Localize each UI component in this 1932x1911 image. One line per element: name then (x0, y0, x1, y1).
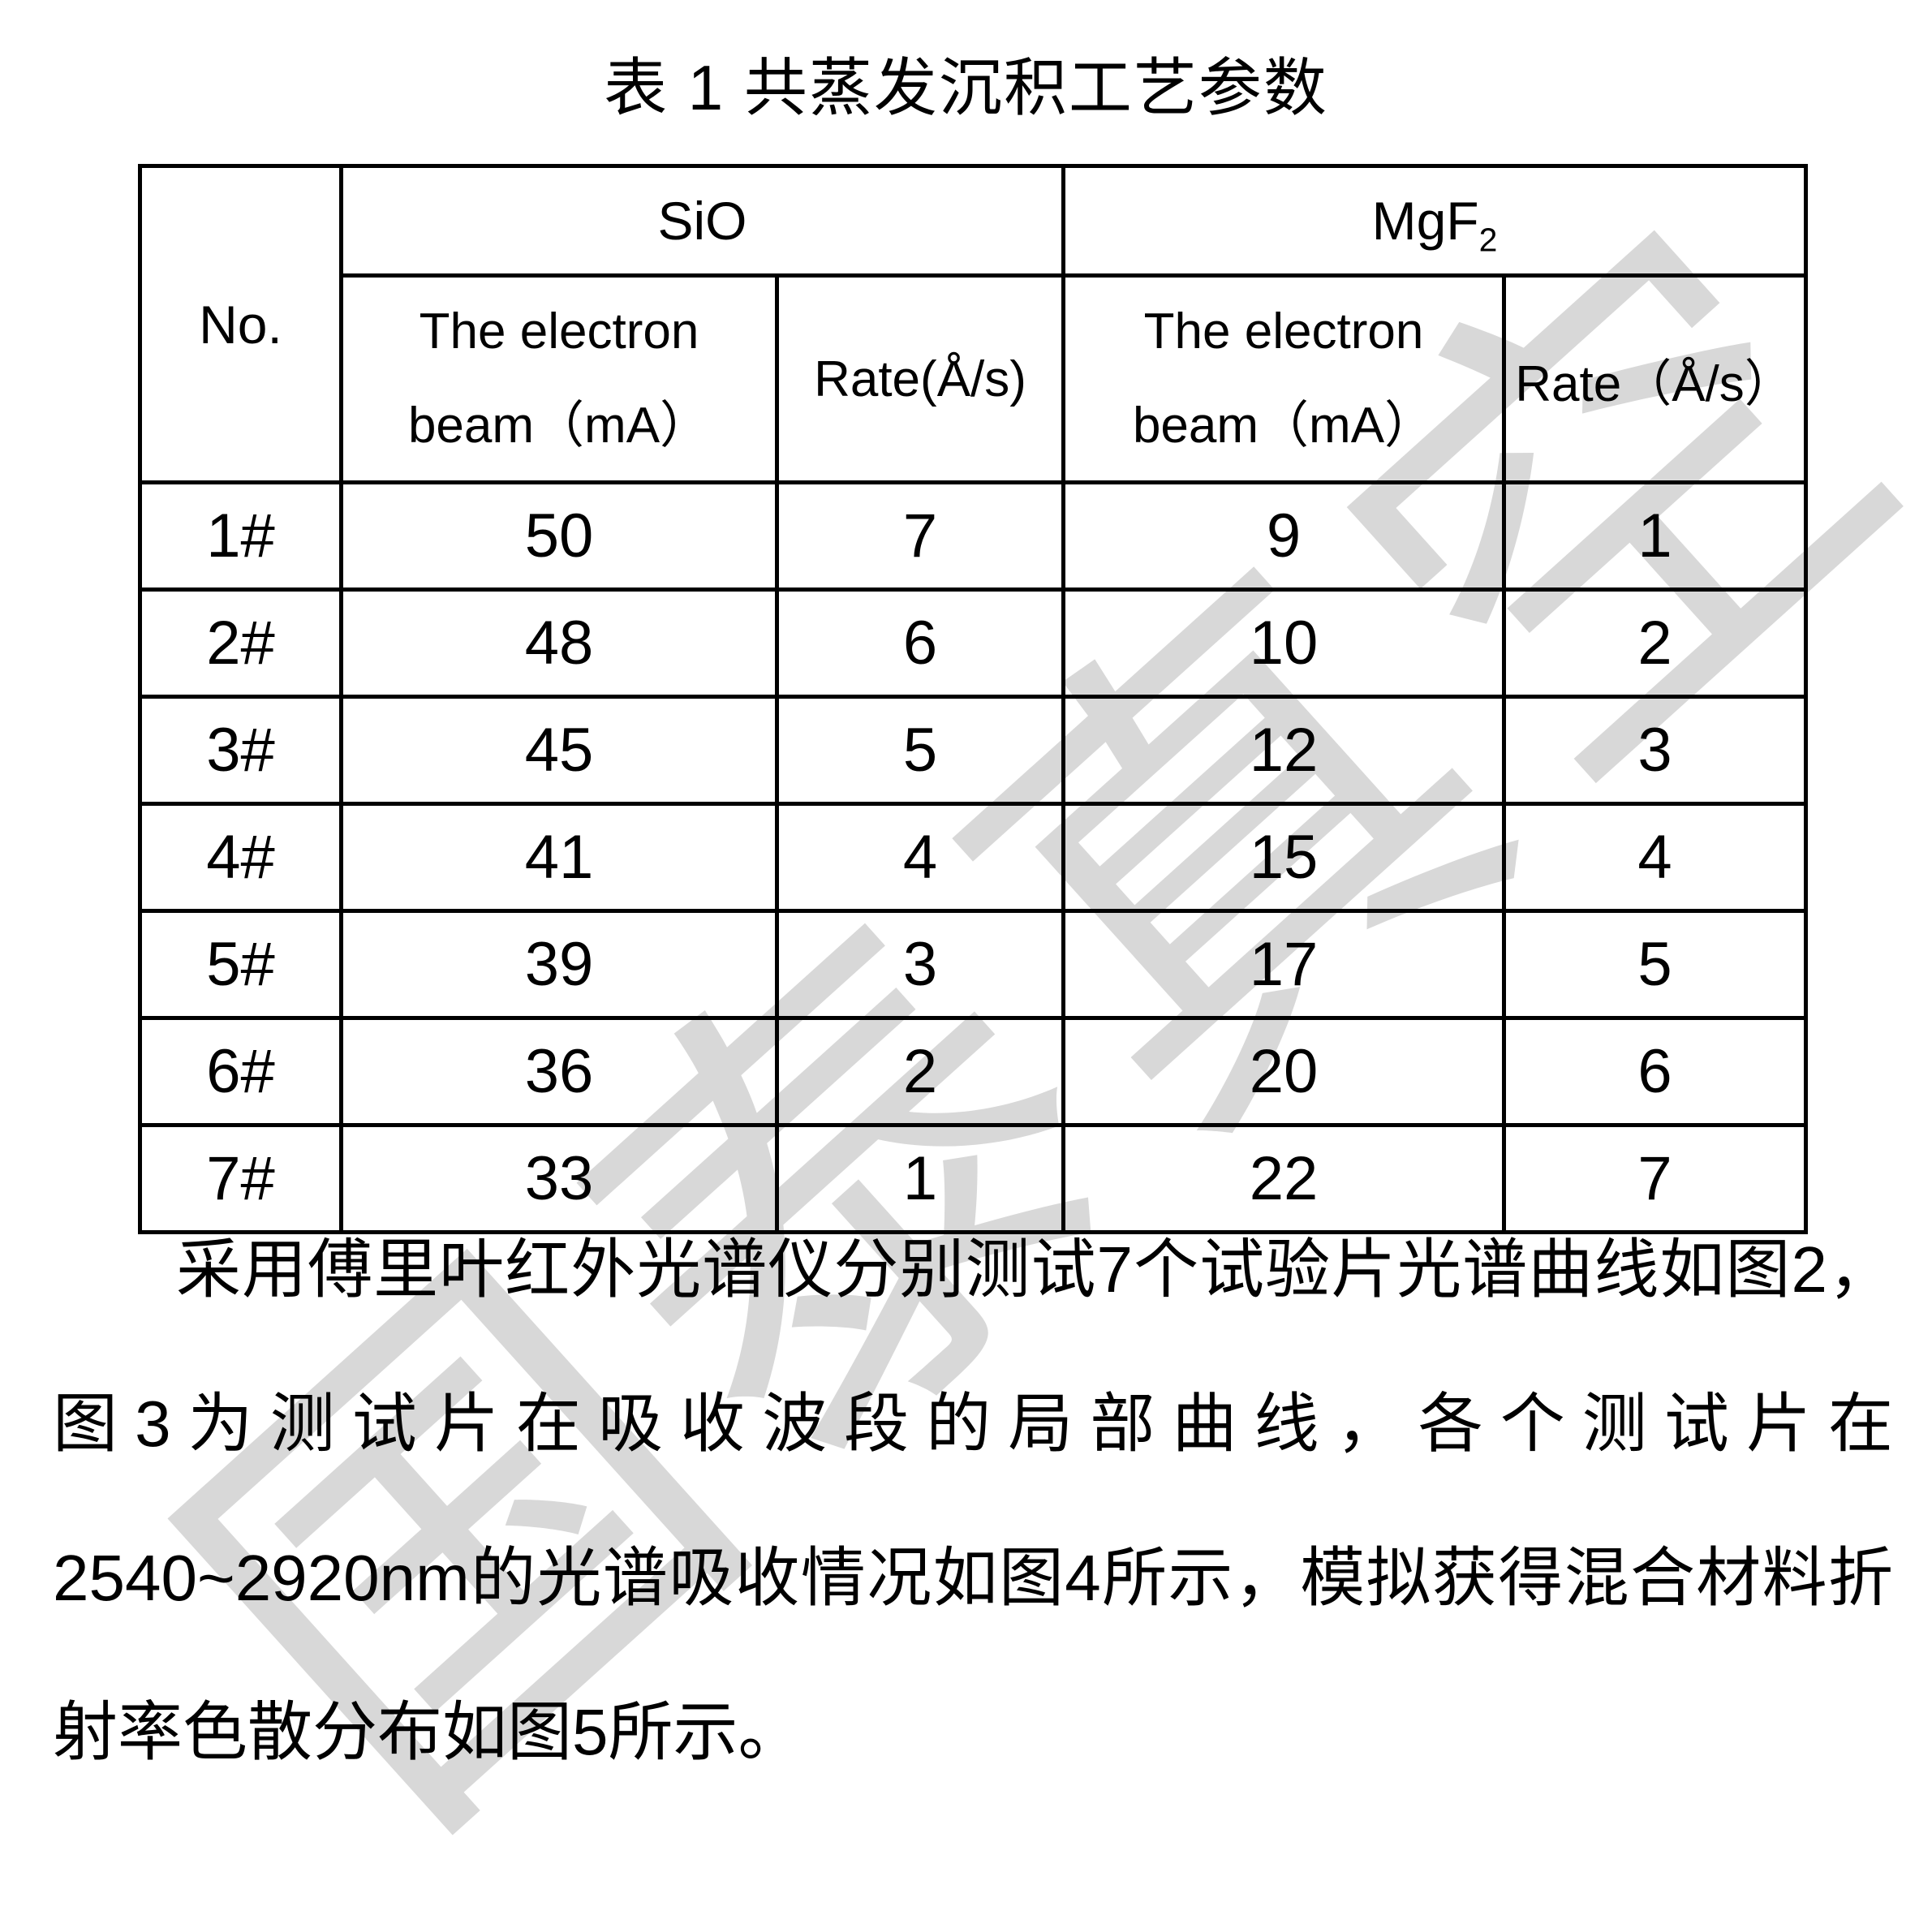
header-row-columns: The electron beam（mA） Rate(Å/s) The elec… (140, 273, 1809, 484)
header-cell-sio-beam: The electron beam（mA） (339, 273, 779, 484)
paragraph-line-2: 图3为测试片在吸收波段的局部曲线，各个测试片在 (53, 1388, 1893, 1460)
cell-sio-rate: 6 (775, 588, 1065, 699)
paragraph-line-3: 2540~2920nm的光谱吸收情况如图4所示，模拟获得混合材料折 (53, 1542, 1893, 1614)
cell-no: 6# (138, 1016, 343, 1127)
mgf2-label: MgF (1371, 191, 1479, 251)
header-cell-mgf-rate: Rate（Å/s） (1501, 273, 1809, 484)
header-cell-sio: SiO (339, 164, 1065, 278)
table-row: 3# 45 5 12 3 (138, 695, 1809, 806)
cell-sio-beam: 39 (339, 909, 779, 1020)
cell-no: 3# (138, 695, 343, 806)
table-row: 7# 33 1 22 7 (138, 1123, 1809, 1234)
header-row-materials: No. SiO MgF2 (138, 164, 1809, 484)
header-cell-mgf2: MgF2 (1061, 164, 1809, 278)
table-row: 6# 36 2 20 6 (138, 1016, 1809, 1127)
cell-mgf-beam: 12 (1061, 695, 1506, 806)
sio-beam-line2: beam（mA） (407, 398, 711, 454)
cell-mgf-beam: 9 (1061, 480, 1506, 592)
cell-sio-rate: 1 (775, 1123, 1065, 1234)
cell-mgf-beam: 22 (1061, 1123, 1506, 1234)
cell-no: 2# (138, 588, 343, 699)
paragraph-line-4: 射率色散分布如图5所示。 (53, 1696, 803, 1768)
sio-label: SiO (657, 191, 747, 251)
document-content: 表 1 共蒸发沉积工艺参数 No. SiO MgF2 (53, 52, 1893, 1810)
cell-mgf-rate: 3 (1501, 695, 1809, 806)
cell-mgf-rate: 2 (1501, 588, 1809, 699)
cell-no: 5# (138, 909, 343, 1020)
cell-sio-rate: 2 (775, 1016, 1065, 1127)
table-row: 1# 50 7 9 1 (138, 480, 1809, 592)
table-caption: 表 1 共蒸发沉积工艺参数 (604, 52, 1328, 123)
cell-mgf-beam: 17 (1061, 909, 1506, 1020)
table-row: 4# 41 4 15 4 (138, 802, 1809, 913)
cell-no: 7# (138, 1123, 343, 1234)
paragraph-line-1: 采用傅里叶红外光谱仪分别测试7个试验片光谱曲线如图2， (176, 1233, 1893, 1306)
cell-sio-beam: 48 (339, 588, 779, 699)
header-cell-sio-rate: Rate(Å/s) (775, 273, 1065, 484)
cell-mgf-rate: 4 (1501, 802, 1809, 913)
cell-sio-beam: 45 (339, 695, 779, 806)
cell-mgf-beam: 15 (1061, 802, 1506, 913)
cell-sio-rate: 5 (775, 695, 1065, 806)
cell-mgf-beam: 10 (1061, 588, 1506, 699)
cell-no: 4# (138, 802, 343, 913)
table-row: 2# 48 6 10 2 (138, 588, 1809, 699)
cell-mgf-beam: 20 (1061, 1016, 1506, 1127)
cell-sio-beam: 41 (339, 802, 779, 913)
cell-mgf-rate: 5 (1501, 909, 1809, 1020)
cell-sio-beam: 36 (339, 1016, 779, 1127)
mgf-beam-line1: The electron (1143, 303, 1424, 359)
sio-beam-line1: The electron (419, 303, 699, 359)
cell-sio-rate: 4 (775, 802, 1065, 913)
header-cell-no: No. (138, 164, 343, 484)
table-row: 5# 39 3 17 5 (138, 909, 1809, 1020)
cell-mgf-rate: 7 (1501, 1123, 1809, 1234)
cell-mgf-rate: 6 (1501, 1016, 1809, 1127)
cell-mgf-rate: 1 (1501, 480, 1809, 592)
cell-sio-beam: 50 (339, 480, 779, 592)
document-page: 国泰真空 表 1 共蒸发沉积工艺参数 No. SiO MgF2 (53, 52, 1932, 1911)
deposition-parameters-table: No. SiO MgF2 The electron beam（mA） (138, 164, 1809, 1234)
cell-no: 1# (138, 480, 343, 592)
cell-sio-rate: 3 (775, 909, 1065, 1020)
cell-sio-beam: 33 (339, 1123, 779, 1234)
body-paragraph: 采用傅里叶红外光谱仪分别测试7个试验片光谱曲线如图2， 图3为测试片在吸收波段的… (53, 1193, 1893, 1810)
header-cell-mgf-beam: The electron beam（mA） (1061, 273, 1506, 484)
cell-sio-rate: 7 (775, 480, 1065, 592)
mgf-beam-line2: beam（mA） (1132, 398, 1435, 454)
mgf2-subscript: 2 (1478, 221, 1498, 259)
